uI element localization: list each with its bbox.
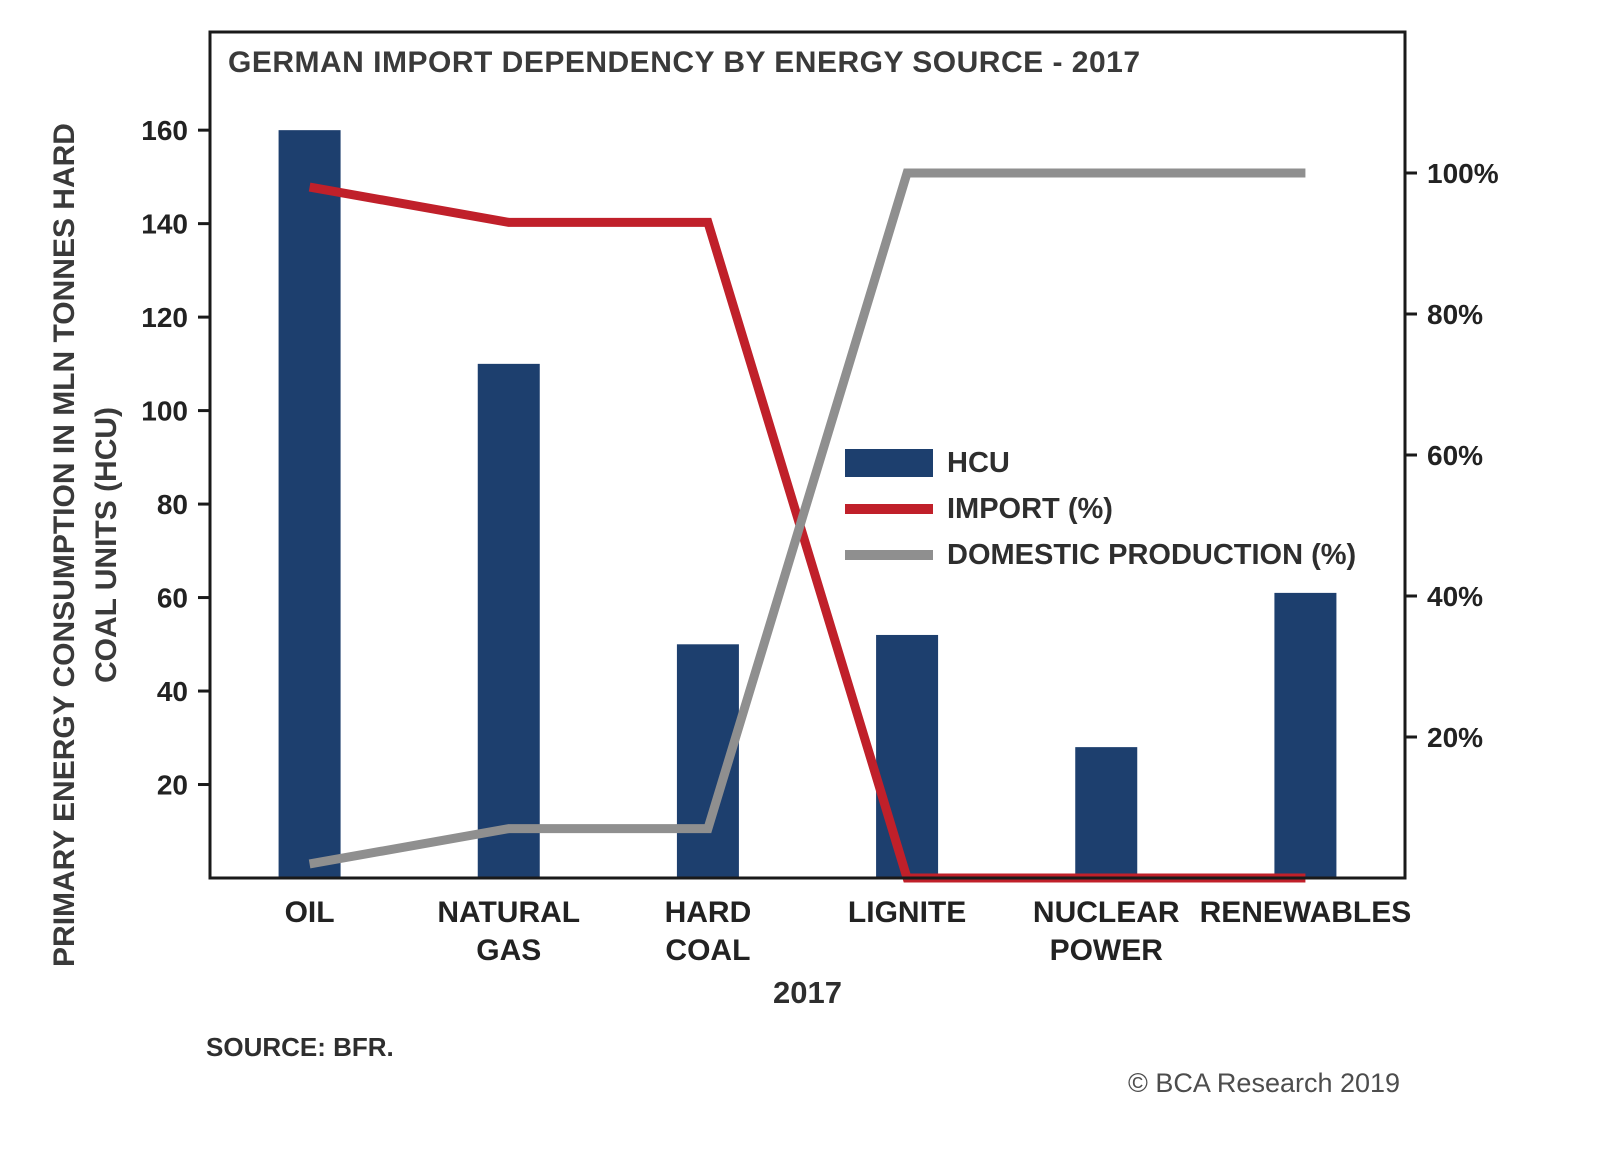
right-axis-tick-label: 100% xyxy=(1427,158,1499,189)
legend-item-import: IMPORT (%) xyxy=(845,486,1356,532)
legend-swatch-domestic-production xyxy=(845,550,933,560)
bar-lignite xyxy=(876,634,939,878)
left-axis-label: PRIMARY ENERGY CONSUMPTION IN MLN TONNES… xyxy=(48,123,123,967)
left-axis-tick-label: 60 xyxy=(157,583,188,614)
domestic-production-line xyxy=(308,168,1306,869)
right-axis-tick-label: 80% xyxy=(1427,299,1483,330)
bar-nuclear-power xyxy=(1075,747,1138,878)
x-tick-nuclear-power: NUCLEAR POWER xyxy=(1033,896,1180,967)
right-axis-tick-label: 20% xyxy=(1427,722,1483,753)
left-axis-tick-label: 140 xyxy=(141,209,188,240)
left-axis-tick-label: 40 xyxy=(157,676,188,707)
bar-oil xyxy=(278,130,341,879)
source-note: SOURCE: BFR. xyxy=(206,1032,394,1062)
copyright-note: © BCA Research 2019 xyxy=(1128,1068,1401,1098)
bar-renewables xyxy=(1274,592,1337,878)
x-tick-renewables: RENEWABLES xyxy=(1200,896,1412,929)
right-axis-tick-label: 60% xyxy=(1427,440,1483,471)
x-tick-natural-gas: NATURAL GAS xyxy=(437,896,580,967)
chart-title: GERMAN IMPORT DEPENDENCY BY ENERGY SOURC… xyxy=(228,46,1141,79)
x-tick-lignite: LIGNITE xyxy=(848,896,966,929)
legend-swatch-import xyxy=(845,504,933,514)
legend-label-hcu: HCU xyxy=(947,446,1010,479)
left-axis-tick-label: 100 xyxy=(141,396,188,427)
legend-item-hcu: HCU xyxy=(845,440,1356,486)
bar-natural-gas xyxy=(477,363,540,879)
legend-item-domestic-production: DOMESTIC PRODUCTION (%) xyxy=(845,532,1356,578)
plot-border xyxy=(208,30,1407,880)
left-axis-tick-label: 120 xyxy=(141,302,188,333)
x-tick-oil: OIL xyxy=(285,896,335,929)
left-axis-tick-label: 20 xyxy=(157,770,188,801)
legend-label-domestic-production: DOMESTIC PRODUCTION (%) xyxy=(947,538,1357,571)
x-tick-hard-coal: HARD COAL xyxy=(665,896,752,967)
right-axis-tick-label: 40% xyxy=(1427,581,1483,612)
legend: HCU IMPORT (%) DOMESTIC PRODUCTION (%) xyxy=(845,440,1356,578)
legend-label-import: IMPORT (%) xyxy=(947,492,1113,525)
x-axis-label: 2017 xyxy=(773,975,842,1010)
left-axis-tick-label: 80 xyxy=(157,489,188,520)
left-axis-tick-label: 160 xyxy=(141,115,188,146)
legend-swatch-hcu xyxy=(845,449,933,477)
